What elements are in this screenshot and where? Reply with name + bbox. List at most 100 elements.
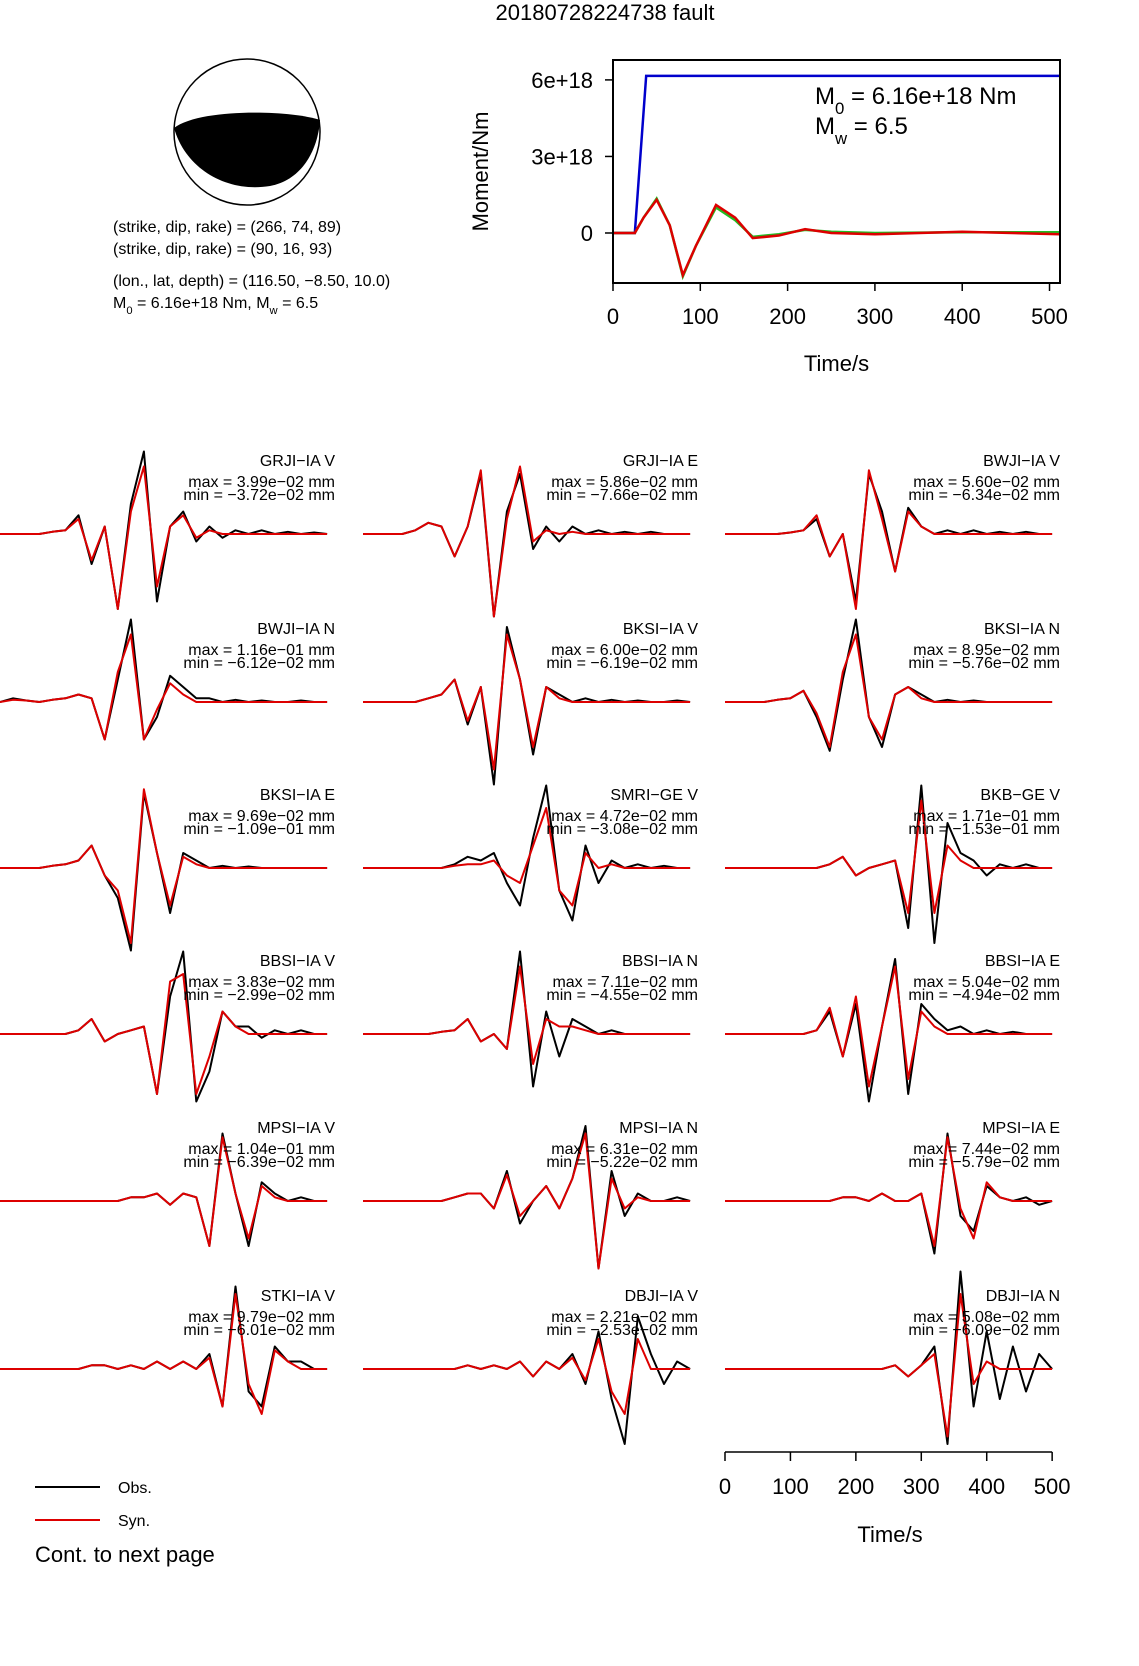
synthetic-trace [725,799,1053,914]
x-axis-label: Time/s [804,351,869,376]
max-label: max = 5.86e−02 mm [551,474,698,491]
station-label: BBSI−IA V [260,953,335,970]
station-label: BKSI−IA E [260,787,335,804]
x-tick-label: 500 [1031,304,1068,329]
y-tick-label: 0 [581,221,593,246]
annotation: M0 = 6.16e+18 Nm [815,83,1016,118]
moment-line [613,197,1061,279]
min-label: min = −3.08e−02 mm [546,821,698,838]
min-label: min = −5.22e−02 mm [546,1154,698,1171]
max-label: max = 3.83e−02 mm [188,974,335,991]
max-label: max = 6.31e−02 mm [551,1141,698,1158]
text-piece: = 6.5 [847,113,908,140]
max-label: max = 3.99e−02 mm [188,474,335,491]
time-tick-label: 100 [772,1474,809,1499]
text-piece: 0 [126,305,132,317]
time-tick-label: 500 [1034,1474,1071,1499]
synthetic-trace [0,633,328,741]
title: 20180728224738 fault [496,0,715,25]
min-label: min = −6.12e−02 mm [183,655,335,672]
min-label: min = −3.72e−02 mm [183,487,335,504]
footer: Cont. to next page [35,1542,215,1567]
max-label: max = 1.71e−01 mm [913,808,1060,825]
text-piece: M [815,83,835,110]
mechanism-summary: M0 = 6.16e+18 Nm, Mw = 6.5 [113,295,318,317]
text-piece: = 6.16e+18 Nm [844,83,1016,110]
station-label: BKSI−IA N [984,621,1060,638]
station-label: SMRI−GE V [610,787,698,804]
max-label: max = 4.72e−02 mm [551,808,698,825]
synthetic-trace [0,973,328,1095]
max-label: max = 8.95e−02 mm [913,642,1060,659]
text-piece: M [113,295,126,312]
synthetic-trace [0,1293,328,1415]
min-label: min = −2.53e−02 mm [546,1322,698,1339]
min-label: min = −6.34e−02 mm [908,487,1060,504]
min-label: min = −6.39e−02 mm [183,1154,335,1171]
time-tick-label: 0 [719,1474,731,1499]
synthetic-trace [725,1293,1053,1438]
min-label: min = −1.09e−01 mm [183,821,335,838]
text-piece: M [815,113,835,140]
station-label: MPSI−IA E [982,1120,1060,1137]
station-label: DBJI−IA V [625,1288,699,1305]
station-label: DBJI−IA N [986,1288,1060,1305]
y-tick-label: 3e+18 [531,144,593,169]
text-piece: w [269,305,279,317]
time-tick-label: 400 [968,1474,1005,1499]
max-label: max = 9.79e−02 mm [188,1309,335,1326]
synthetic-trace [363,1338,691,1415]
annotation: Mw = 6.5 [815,113,908,148]
max-label: max = 6.00e−02 mm [551,642,698,659]
min-label: min = −6.19e−02 mm [546,655,698,672]
min-label: min = −4.55e−02 mm [546,987,698,1004]
max-label: max = 1.16e−01 mm [188,642,335,659]
station-label: BWJI−IA V [983,453,1060,470]
station-label: BBSI−IA N [622,953,698,970]
text-piece: = 6.16e+18 Nm, M [133,295,270,312]
x-tick-label: 200 [769,304,806,329]
x-tick-label: 400 [944,304,981,329]
station-label: BBSI−IA E [985,953,1060,970]
mechanism-line: (strike, dip, rake) = (90, 16, 93) [113,241,332,258]
text-piece: 0 [835,99,844,118]
time-tick-label: 200 [838,1474,875,1499]
y-axis-label: Moment/Nm [468,112,493,232]
x-tick-label: 100 [682,304,719,329]
synthetic-trace [0,1136,328,1247]
synthetic-trace [363,465,691,618]
max-label: max = 9.69e−02 mm [188,808,335,825]
synthetic-trace [363,1132,691,1270]
station-label: GRJI−IA V [260,453,335,470]
max-label: max = 7.11e−02 mm [552,974,698,991]
min-label: min = −5.79e−02 mm [908,1154,1060,1171]
time-tick-label: 300 [903,1474,940,1499]
max-label: max = 2.21e−02 mm [551,1309,698,1326]
legend-label: Obs. [118,1480,152,1497]
synthetic-trace [0,465,328,610]
synthetic-trace [725,965,1053,1088]
station-label: GRJI−IA E [623,453,698,470]
min-label: min = −6.09e−02 mm [908,1322,1060,1339]
max-label: max = 7.44e−02 mm [913,1141,1060,1158]
synthetic-trace [725,469,1053,610]
synthetic-trace [725,633,1053,748]
synthetic-trace [363,807,691,907]
max-label: max = 1.04e−01 mm [188,1141,335,1158]
x-tick-label: 0 [607,304,619,329]
station-label: STKI−IA V [261,1288,336,1305]
synthetic-trace [363,965,691,1065]
min-label: min = −1.53e−01 mm [908,821,1060,838]
x-tick-label: 300 [857,304,894,329]
station-label: MPSI−IA N [619,1120,698,1137]
min-label: min = −5.76e−02 mm [908,655,1060,672]
station-label: MPSI−IA V [257,1120,335,1137]
mechanism-line: (strike, dip, rake) = (266, 74, 89) [113,219,341,236]
time-axis-label: Time/s [857,1522,922,1547]
max-label: max = 5.60e−02 mm [913,474,1060,491]
legend-label: Syn. [118,1513,150,1530]
station-label: BKSI−IA V [623,621,698,638]
min-label: min = −7.66e−02 mm [546,487,698,504]
